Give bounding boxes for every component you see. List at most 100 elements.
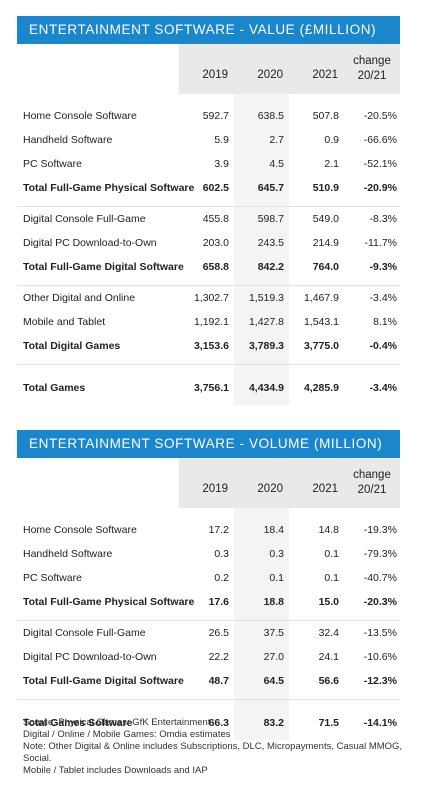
cell-2019: 5.9	[214, 134, 229, 146]
cell-2021: 24.1	[318, 651, 339, 663]
row-label: Total Full-Game Digital Software	[23, 675, 184, 687]
cell-2020: 27.0	[234, 645, 289, 669]
spacer-row	[17, 279, 400, 286]
cell-change: -10.6%	[363, 651, 397, 663]
table-row: PC Software 3.9 4.5 2.1 -52.1%	[17, 152, 400, 176]
header-change: change 20/21	[344, 44, 400, 94]
cell-2019: 48.7	[208, 675, 229, 687]
row-label: Digital PC Download-to-Own	[23, 651, 157, 663]
cell-change: -20.3%	[363, 596, 397, 608]
cell-2021: 764.0	[312, 261, 339, 273]
cell-2019: 1,302.7	[179, 285, 234, 310]
table-row: Digital Console Full-Game 455.8 598.7 54…	[17, 206, 400, 231]
row-label: Home Console Software	[23, 524, 137, 536]
table-row: Other Digital and Online 1,302.7 1,519.3…	[17, 285, 400, 310]
cell-2019: 3,153.6	[193, 340, 229, 352]
cell-change: -12.3%	[363, 675, 397, 687]
header-change-line2: 20/21	[357, 484, 387, 496]
cell-2020: 842.2	[234, 255, 289, 279]
cell-change: -9.3%	[369, 261, 397, 273]
grand-total-row: Total Games Software 66.3 83.2 71.5 -14.…	[17, 699, 400, 740]
footnote-digital: Digital / Online / Mobile Games: Omdia e…	[23, 729, 231, 740]
cell-change: -66.6%	[363, 134, 397, 146]
value-header-row: 2019 2020 2021 change 20/21	[17, 44, 400, 94]
header-2021: 2021	[289, 458, 344, 508]
cell-change: -11.7%	[364, 237, 398, 249]
header-change-line1: change	[353, 55, 391, 67]
cell-2021: 4,285.9	[289, 364, 344, 405]
cell-2020: 0.3	[234, 542, 289, 566]
row-label: Handheld Software	[23, 548, 113, 560]
row-label: Digital PC Download-to-Own	[23, 237, 157, 249]
header-2020: 2020	[234, 458, 289, 508]
grand-total-row: Total Games 3,756.1 4,434.9 4,285.9 -3.4…	[17, 364, 400, 405]
table-row: PC Software 0.2 0.1 0.1 -40.7%	[17, 566, 400, 590]
cell-2021: 1,543.1	[303, 316, 339, 328]
cell-2019: 3.9	[214, 158, 229, 170]
cell-2020: 0.1	[234, 566, 289, 590]
cell-2020: 4,434.9	[234, 364, 289, 405]
cell-2020: 18.4	[234, 508, 289, 542]
table-row: Handheld Software 0.3 0.3 0.1 -79.3%	[17, 542, 400, 566]
header-2019: 2019	[179, 44, 234, 94]
footnote-source: Source: Physical Games: GfK Entertainmen…	[23, 717, 211, 728]
cell-2019: 592.7	[202, 110, 229, 122]
cell-2019: 203.0	[202, 237, 229, 249]
row-label: Digital Console Full-Game	[17, 206, 179, 231]
header-change-line2: 20/21	[357, 70, 387, 82]
source-footnote: Source: Physical Games: GfK Entertainmen…	[23, 717, 418, 777]
cell-change: -0.4%	[369, 340, 397, 352]
cell-change: 8.1%	[373, 316, 397, 328]
row-label: PC Software	[23, 158, 82, 170]
row-label: PC Software	[23, 572, 82, 584]
total-row: Total Full-Game Physical Software 17.6 1…	[17, 590, 400, 614]
cell-2020: 18.8	[234, 590, 289, 614]
cell-2019: 455.8	[179, 206, 234, 231]
row-label: Total Full-Game Physical Software	[23, 596, 195, 608]
cell-2021: 32.4	[289, 620, 344, 645]
cell-2021: 1,467.9	[289, 285, 344, 310]
cell-change: -40.7%	[363, 572, 397, 584]
cell-2019: 658.8	[202, 261, 229, 273]
spacer-row	[17, 200, 400, 207]
spacer-row	[17, 358, 400, 365]
volume-table: 2019 2020 2021 change 20/21 Home Console…	[17, 458, 400, 740]
header-blank	[17, 44, 179, 94]
row-label: Digital Console Full-Game	[17, 620, 179, 645]
cell-2021: 510.9	[312, 182, 339, 194]
cell-2021: 14.8	[318, 524, 339, 536]
spacer-row	[17, 614, 400, 621]
cell-2021: 0.1	[324, 548, 339, 560]
cell-2021: 71.5	[289, 699, 344, 740]
volume-header-row: 2019 2020 2021 change 20/21	[17, 458, 400, 508]
row-label: Total Full-Game Physical Software	[23, 182, 195, 194]
cell-2019: 17.6	[208, 596, 229, 608]
value-panel: ENTERTAINMENT SOFTWARE - VALUE (£MILLION…	[17, 16, 400, 405]
cell-2019: 1,192.1	[193, 316, 229, 328]
cell-change: -20.5%	[363, 110, 397, 122]
cell-change: -52.1%	[363, 158, 397, 170]
cell-2021: 507.8	[312, 110, 339, 122]
cell-change: -3.4%	[344, 285, 400, 310]
cell-2019: 17.2	[208, 524, 229, 536]
table-row: Digital PC Download-to-Own 203.0 243.5 2…	[17, 231, 400, 255]
cell-change: -20.9%	[363, 182, 397, 194]
volume-panel: ENTERTAINMENT SOFTWARE - VOLUME (MILLION…	[17, 430, 400, 740]
value-table: 2019 2020 2021 change 20/21 Home Console…	[17, 44, 400, 405]
row-label: Handheld Software	[23, 134, 113, 146]
cell-2020: 638.5	[234, 94, 289, 128]
cell-2021: 2.1	[324, 158, 339, 170]
cell-2021: 56.6	[318, 675, 339, 687]
total-row: Total Digital Games 3,153.6 3,789.3 3,77…	[17, 334, 400, 358]
row-label: Home Console Software	[23, 110, 137, 122]
spacer-row	[17, 693, 400, 700]
cell-2020: 598.7	[234, 206, 289, 231]
header-blank	[17, 458, 179, 508]
volume-table-title: ENTERTAINMENT SOFTWARE - VOLUME (MILLION…	[17, 430, 400, 458]
cell-2020: 1,519.3	[234, 285, 289, 310]
cell-2020: 2.7	[234, 128, 289, 152]
cell-2020: 64.5	[234, 669, 289, 693]
cell-2020: 1,427.8	[234, 310, 289, 334]
value-table-title: ENTERTAINMENT SOFTWARE - VALUE (£MILLION…	[17, 16, 400, 44]
row-label: Total Digital Games	[23, 340, 121, 352]
